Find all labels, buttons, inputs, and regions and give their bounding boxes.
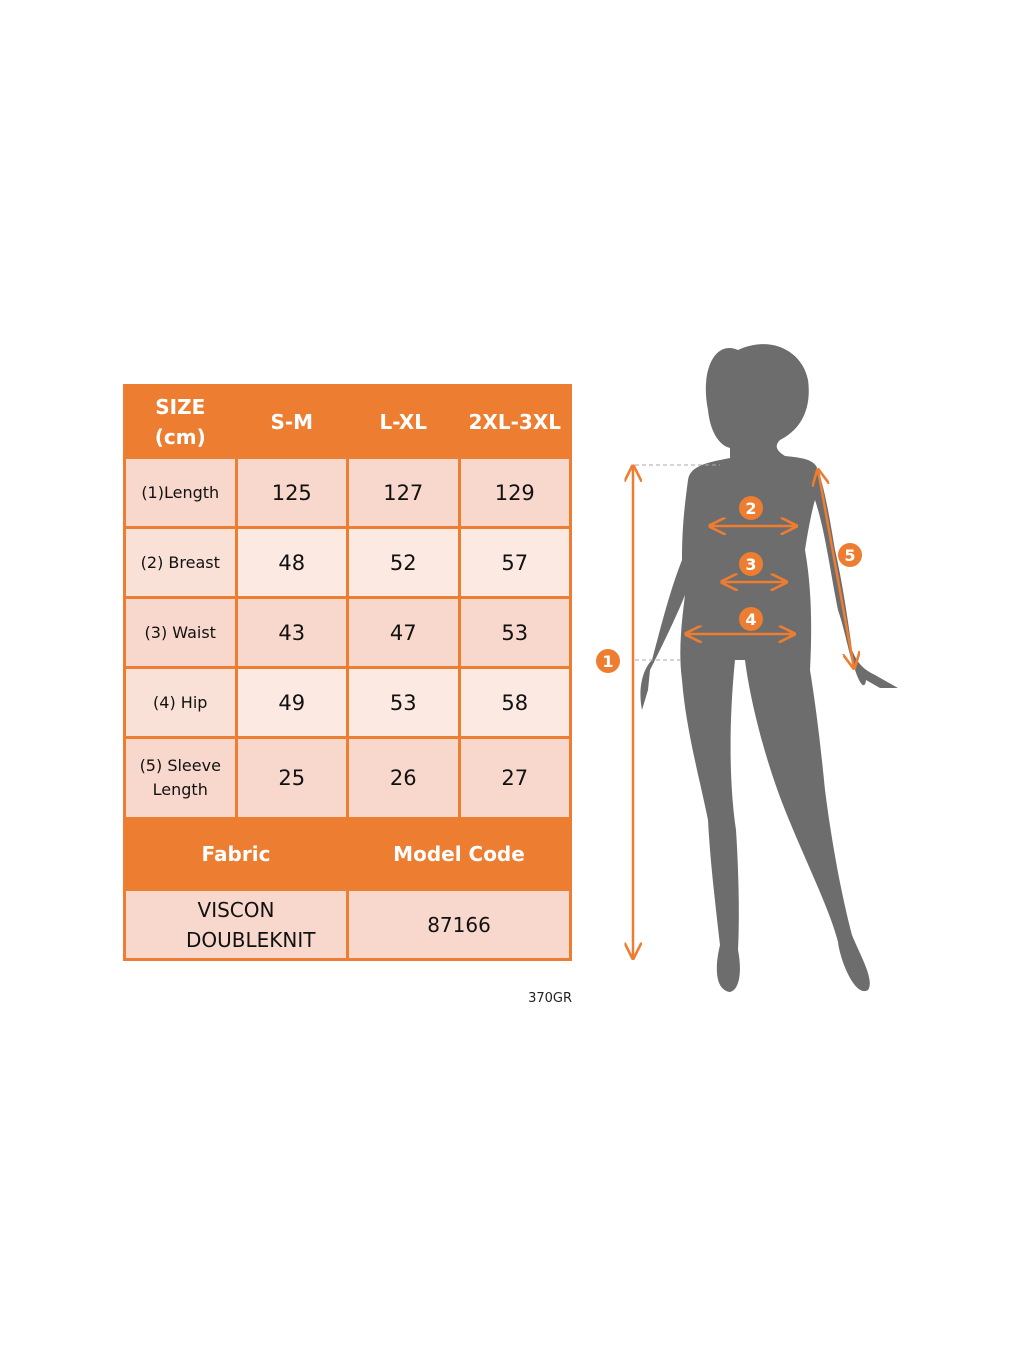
cell: 47	[346, 596, 461, 669]
fabric-weight-note: 370GR	[528, 991, 572, 1006]
fabric-header: Fabric	[123, 817, 349, 891]
marker-1: 1	[596, 649, 620, 673]
row-label: (3) Waist	[123, 596, 238, 669]
cell: 25	[234, 736, 349, 820]
svg-text:5: 5	[844, 546, 855, 565]
fabric-value: VISCON DOUBLEKNIT	[123, 888, 349, 961]
size-chart-table: SIZE (cm) S-M L-XL 2XL-3XL (1)Length 125…	[123, 384, 572, 961]
silhouette	[640, 344, 898, 992]
cell: 53	[457, 596, 572, 669]
marker-2: 2	[739, 496, 763, 520]
svg-text:2: 2	[745, 499, 756, 518]
row-label: (5) Sleeve Length	[123, 736, 238, 820]
cell: 53	[346, 666, 461, 739]
row-label: (1)Length	[123, 456, 238, 529]
table-row-hip: (4) Hip 49 53 58	[123, 666, 572, 739]
column-header-2xl-3xl: 2XL-3XL	[457, 384, 572, 459]
marker-3: 3	[739, 552, 763, 576]
fabric-value-row: VISCON DOUBLEKNIT 87166	[123, 888, 572, 961]
cell: 129	[457, 456, 572, 529]
cell: 27	[457, 736, 572, 820]
cell: 57	[457, 526, 572, 599]
model-code-header: Model Code	[346, 817, 572, 891]
marker-4: 4	[739, 607, 763, 631]
cell: 48	[234, 526, 349, 599]
cell: 58	[457, 666, 572, 739]
sleeve-arrow	[818, 470, 854, 668]
table-row-breast: (2) Breast 48 52 57	[123, 526, 572, 599]
fabric-header-row: Fabric Model Code	[123, 817, 572, 891]
model-code-value: 87166	[346, 888, 572, 961]
body-measurement-figure: 1 2 3 4 5	[596, 344, 898, 992]
table-header-row: SIZE (cm) S-M L-XL 2XL-3XL	[123, 384, 572, 459]
svg-text:3: 3	[745, 555, 756, 574]
cell: 125	[234, 456, 349, 529]
row-label: (2) Breast	[123, 526, 238, 599]
cell: 52	[346, 526, 461, 599]
row-label: (4) Hip	[123, 666, 238, 739]
cell: 49	[234, 666, 349, 739]
table-row-length: (1)Length 125 127 129	[123, 456, 572, 529]
table-row-sleeve-length: (5) Sleeve Length 25 26 27	[123, 736, 572, 820]
svg-text:1: 1	[602, 652, 613, 671]
table-row-waist: (3) Waist 43 47 53	[123, 596, 572, 669]
cell: 127	[346, 456, 461, 529]
cell: 43	[234, 596, 349, 669]
marker-5: 5	[838, 543, 862, 567]
cell: 26	[346, 736, 461, 820]
size-header: SIZE (cm)	[123, 384, 238, 459]
column-header-l-xl: L-XL	[346, 384, 461, 459]
svg-text:4: 4	[745, 610, 756, 629]
column-header-s-m: S-M	[234, 384, 349, 459]
